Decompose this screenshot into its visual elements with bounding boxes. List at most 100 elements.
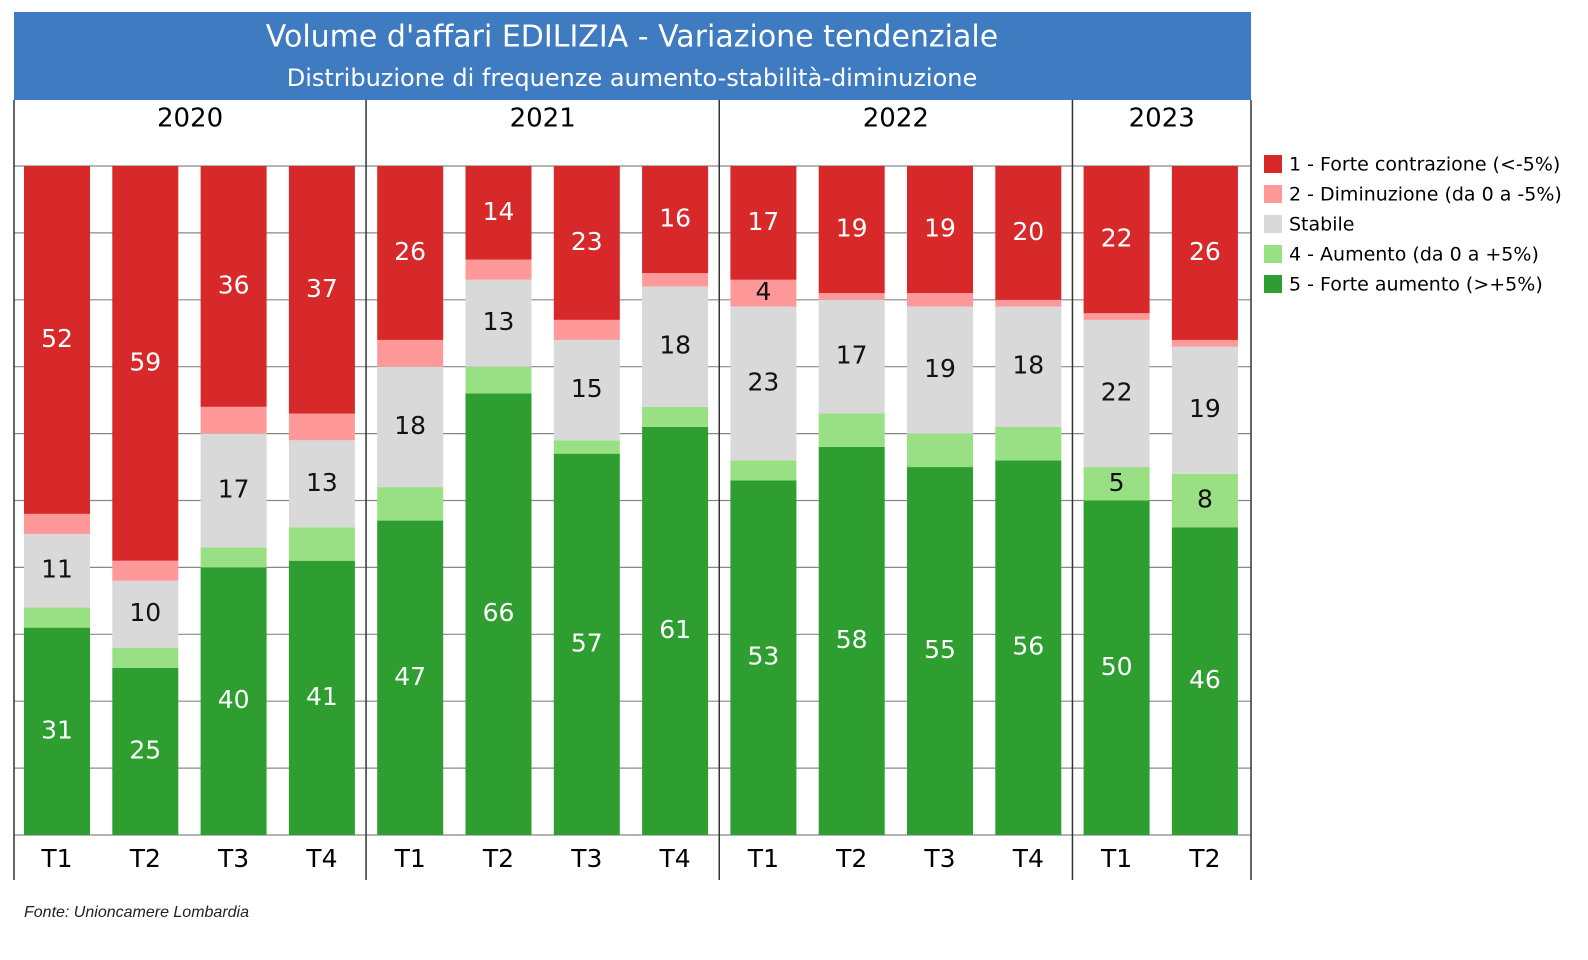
data-label: 26 xyxy=(394,237,426,266)
bar-segment xyxy=(377,487,444,521)
bar-segment xyxy=(288,413,355,441)
bar-segment xyxy=(642,166,709,274)
bar-segment xyxy=(112,580,179,648)
bar-segment xyxy=(995,460,1062,835)
data-label: 15 xyxy=(571,374,603,403)
data-label: 16 xyxy=(659,204,691,233)
bar-segment xyxy=(818,446,885,835)
data-label: 47 xyxy=(394,662,426,691)
x-tick-label: T4 xyxy=(1012,844,1044,873)
legend-swatch xyxy=(1264,275,1282,293)
bar-segment xyxy=(730,480,797,835)
bar-segment xyxy=(377,166,444,340)
bar-segment xyxy=(730,460,797,481)
group-label: 2020 xyxy=(157,104,223,134)
bar-segment xyxy=(288,560,355,835)
x-tick-label: T2 xyxy=(129,844,161,873)
x-tick-label: T3 xyxy=(217,844,249,873)
bar-segment xyxy=(377,520,444,835)
x-tick-label: T4 xyxy=(659,844,691,873)
data-label: 46 xyxy=(1189,665,1221,694)
data-label: 18 xyxy=(1012,351,1044,380)
bar-segment xyxy=(465,279,532,367)
bar-segment xyxy=(553,319,620,340)
data-label: 23 xyxy=(747,367,779,396)
bar-segment xyxy=(288,527,355,561)
x-tick-label: T1 xyxy=(1100,844,1132,873)
data-label: 5 xyxy=(1109,468,1125,497)
data-label: 17 xyxy=(747,207,779,236)
data-label: 66 xyxy=(483,598,515,627)
bar-segment xyxy=(818,293,885,300)
bar-segment xyxy=(642,286,709,407)
bar-segment xyxy=(818,413,885,447)
data-label: 61 xyxy=(659,615,691,644)
data-label: 36 xyxy=(218,270,250,299)
data-label: 18 xyxy=(394,411,426,440)
bar-segment xyxy=(1083,467,1150,501)
x-tick-label: T2 xyxy=(1188,844,1220,873)
data-label: 57 xyxy=(571,628,603,657)
legend-swatch xyxy=(1264,215,1282,233)
x-tick-label: T2 xyxy=(482,844,514,873)
bar-segment xyxy=(1083,166,1150,314)
x-tick-label: T3 xyxy=(570,844,602,873)
bar-segment xyxy=(288,166,355,414)
bar-segment xyxy=(465,366,532,394)
bar-segment xyxy=(200,166,267,407)
data-label: 19 xyxy=(836,214,868,243)
group-label: 2023 xyxy=(1129,104,1195,134)
data-label: 50 xyxy=(1101,652,1133,681)
group-label: 2022 xyxy=(863,104,929,134)
data-label: 19 xyxy=(924,354,956,383)
data-label: 22 xyxy=(1101,224,1133,253)
data-label: 18 xyxy=(659,331,691,360)
data-label: 53 xyxy=(747,642,779,671)
bar-segment xyxy=(200,567,267,835)
bar-segment xyxy=(553,166,620,320)
data-label: 22 xyxy=(1101,377,1133,406)
legend-swatch xyxy=(1264,185,1282,203)
bar-segment xyxy=(465,166,532,260)
bar-segment xyxy=(907,306,973,434)
bar-segment xyxy=(200,547,267,568)
data-label: 31 xyxy=(41,715,73,744)
data-label: 56 xyxy=(1012,632,1044,661)
data-label: 58 xyxy=(836,625,868,654)
bar-segment xyxy=(730,166,797,280)
data-label: 13 xyxy=(306,468,338,497)
bar-segment xyxy=(553,440,620,454)
bar-segment xyxy=(112,166,179,561)
bar-segment xyxy=(907,293,973,307)
x-tick-label: T2 xyxy=(835,844,867,873)
data-label: 55 xyxy=(924,635,956,664)
bar-segment xyxy=(24,533,90,608)
bar-segment xyxy=(995,299,1062,307)
data-label: 40 xyxy=(218,685,250,714)
x-tick-label: T1 xyxy=(40,844,72,873)
bar-segment xyxy=(553,453,620,835)
data-label: 19 xyxy=(1189,394,1221,423)
legend-swatch xyxy=(1264,155,1282,173)
bar-segment xyxy=(907,166,973,294)
bar-segment xyxy=(112,647,179,668)
data-label: 17 xyxy=(836,341,868,370)
bar-segment xyxy=(818,166,885,294)
chart-title: Volume d'affari EDILIZIA - Variazione te… xyxy=(266,20,998,55)
data-label: 14 xyxy=(483,197,515,226)
bar-segment xyxy=(642,273,709,287)
legend-swatch xyxy=(1264,245,1282,263)
data-label: 23 xyxy=(571,227,603,256)
data-label: 59 xyxy=(129,347,161,376)
bar-segment xyxy=(465,393,532,835)
bar-segment xyxy=(1171,473,1238,528)
data-label: 41 xyxy=(306,682,338,711)
bar-segment xyxy=(730,306,797,461)
bar-segment xyxy=(730,279,797,307)
bar-segment xyxy=(377,366,444,488)
bar-segment xyxy=(112,667,179,835)
legend-label: 4 - Aumento (da 0 a +5%) xyxy=(1289,244,1539,266)
x-tick-label: T4 xyxy=(305,844,337,873)
bar-segment xyxy=(1171,166,1238,340)
